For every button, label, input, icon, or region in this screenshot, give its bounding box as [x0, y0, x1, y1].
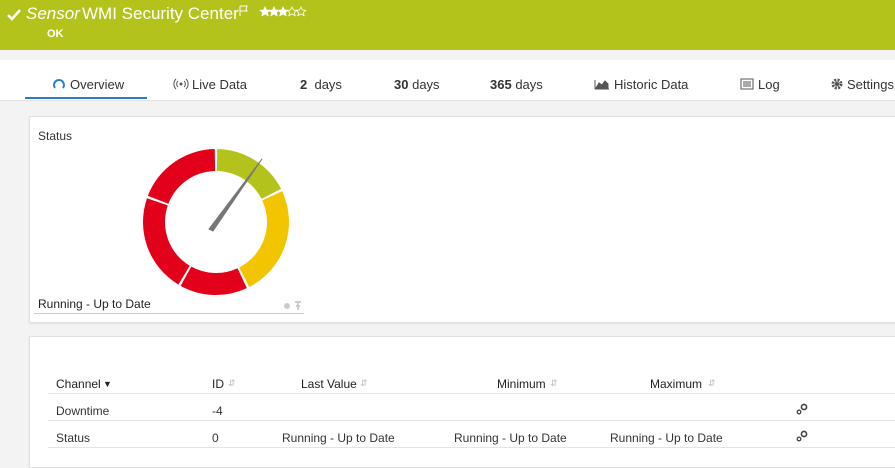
active-tab-indicator: [25, 97, 147, 99]
row-divider: [48, 420, 895, 421]
column-header[interactable]: Maximum: [650, 377, 703, 391]
channel-settings-icon[interactable]: [796, 430, 808, 442]
tab-bar: Overview Live Data 2 days 30 days 365 da…: [0, 60, 895, 101]
gauge-segment: [147, 149, 216, 204]
gauge-segment: [143, 198, 190, 285]
cell-channel: Status: [56, 431, 91, 445]
sort-icon: ⇵: [708, 378, 716, 388]
days-unit: days: [412, 77, 440, 92]
tab-days[interactable]: 30 days: [394, 77, 440, 92]
sensor-status: OK: [47, 28, 64, 40]
days-unit: days: [314, 77, 342, 92]
gauge-tools[interactable]: [283, 301, 305, 311]
tab-days[interactable]: 2 days: [300, 77, 342, 92]
tab-log[interactable]: Log: [758, 77, 780, 92]
gauge: [143, 149, 289, 295]
gauge-segment: [180, 266, 247, 295]
days-number: 2: [300, 77, 308, 92]
tab-historic-data[interactable]: Historic Data: [614, 77, 689, 92]
row-divider: [48, 393, 895, 394]
sort-icon: ⇵: [550, 378, 558, 388]
sensor-header: Sensor WMI Security Center OK: [0, 0, 895, 50]
gauge-panel: Status Running - Up to Date: [29, 116, 895, 323]
sort-icon: ⇵: [228, 378, 236, 388]
cell-channel: Downtime: [56, 404, 110, 418]
tab-overview[interactable]: Overview: [70, 77, 125, 92]
days-unit: days: [515, 77, 543, 92]
days-number: 30: [394, 77, 409, 92]
tab-days[interactable]: 365 days: [490, 77, 543, 92]
historic-icon: [594, 80, 609, 90]
channel-table-panel: Channel ▼ ID ⇵ Last Value ⇵ Minimum ⇵ Ma…: [29, 336, 895, 468]
column-header[interactable]: Minimum: [497, 377, 546, 391]
ok-check-icon: [7, 9, 21, 21]
tab-settings[interactable]: Settings: [847, 77, 894, 92]
overview-icon: [53, 79, 65, 89]
cell-last-value: Running - Up to Date: [282, 431, 395, 445]
sensor-label: Sensor: [26, 4, 80, 23]
column-header[interactable]: ID: [212, 377, 224, 391]
gauge-title: Status: [38, 129, 73, 143]
gauge-underline: [34, 313, 304, 314]
channel-settings-icon[interactable]: [796, 403, 808, 415]
log-icon: [740, 78, 754, 90]
cell-maximum: Running - Up to Date: [610, 431, 723, 445]
cell-id: 0: [212, 431, 219, 445]
column-header[interactable]: Last Value: [301, 377, 357, 391]
gauge-value-label: Running - Up to Date: [38, 297, 151, 311]
column-header[interactable]: Channel: [56, 377, 101, 391]
gauge-segment: [216, 149, 282, 199]
sort-icon: ⇵: [360, 378, 368, 388]
settings-icon: [831, 78, 843, 90]
live-icon: [173, 78, 189, 90]
cell-minimum: Running - Up to Date: [454, 431, 567, 445]
gauge-needle: [208, 158, 263, 232]
cell-id: -4: [212, 404, 223, 418]
sensor-title: WMI Security Center: [82, 4, 239, 23]
days-number: 365: [490, 77, 512, 92]
gauge-segment: [239, 191, 289, 288]
sort-icon: ▼: [103, 379, 112, 389]
flag-and-stars[interactable]: [238, 5, 310, 17]
tab-live-data[interactable]: Live Data: [192, 77, 247, 92]
row-divider: [48, 447, 895, 448]
